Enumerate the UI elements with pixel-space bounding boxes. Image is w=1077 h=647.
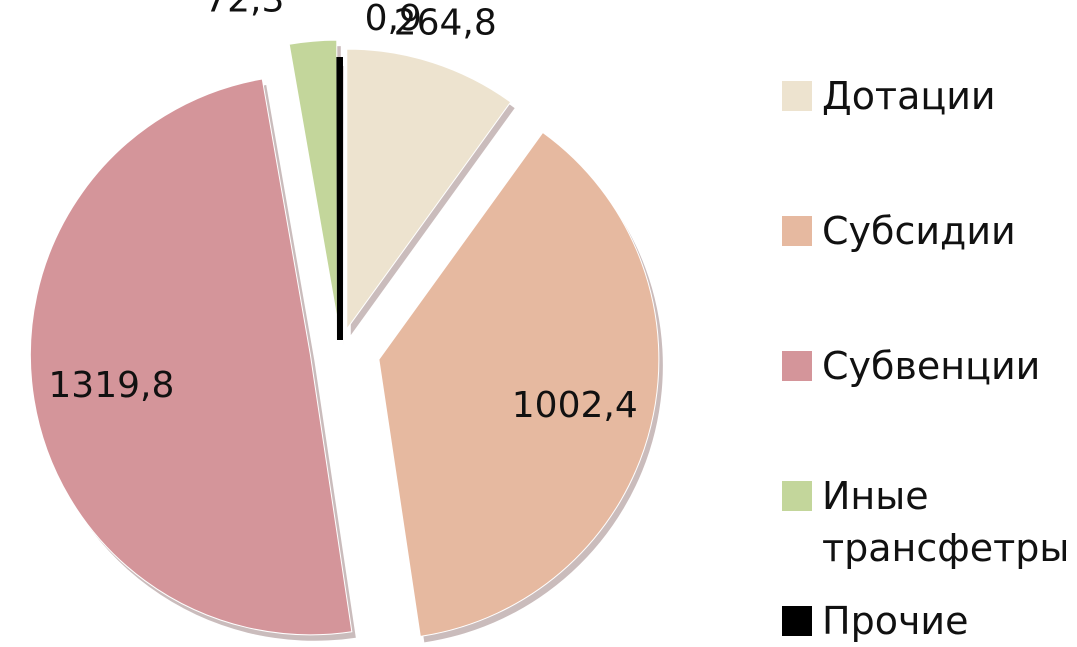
- legend-swatch: [782, 216, 812, 246]
- pie-slice-shadow: [343, 66, 344, 346]
- pie-slice: [336, 56, 343, 341]
- legend-label: Субвенции: [822, 344, 1041, 388]
- pie-area: 264,8 1002,4 1319,8 72,3 0,9: [29, 0, 663, 643]
- legend-label: Дотации: [822, 74, 996, 118]
- legend-swatch: [782, 606, 812, 636]
- legend-swatch: [782, 481, 812, 511]
- pie-slice: [288, 39, 338, 321]
- legend-item: Иные трансфетры: [782, 470, 1072, 574]
- legend-item: Субвенции: [782, 340, 1072, 392]
- legend-swatch: [782, 351, 812, 381]
- data-label: 1319,8: [48, 365, 174, 406]
- pie-slice: [346, 48, 512, 331]
- legend-item: Прочие: [782, 595, 1072, 647]
- legend-label: Прочие: [822, 599, 969, 643]
- legend-label: Субсидии: [822, 209, 1016, 253]
- pie-slice: [29, 78, 353, 636]
- data-label: 1002,4: [512, 385, 638, 426]
- legend-swatch: [782, 81, 812, 111]
- data-label: 264,8: [394, 3, 497, 44]
- legend-label: Иные трансфетры: [822, 474, 1070, 570]
- data-label: 72,3: [204, 0, 284, 20]
- data-label: 0,9: [365, 0, 422, 39]
- legend-item: Дотации: [782, 70, 1072, 122]
- legend-item: Субсидии: [782, 205, 1072, 257]
- pie-slice: [378, 131, 660, 637]
